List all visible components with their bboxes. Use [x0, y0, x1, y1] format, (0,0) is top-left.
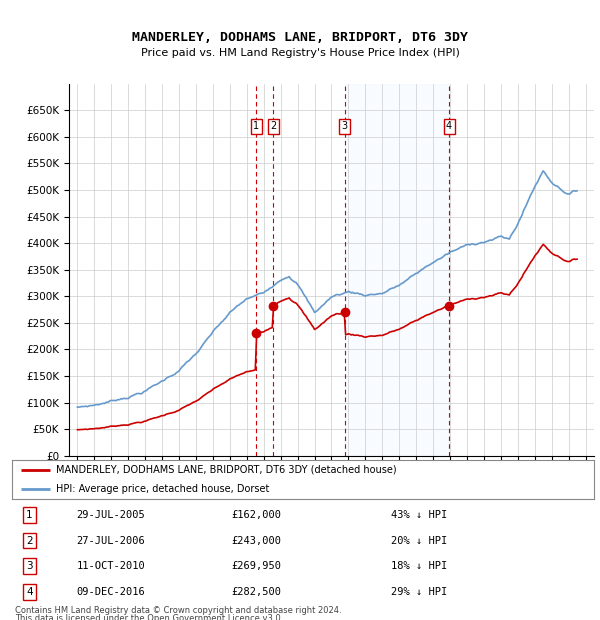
- Text: 4: 4: [446, 122, 452, 131]
- Text: 2: 2: [270, 122, 277, 131]
- Text: 29-JUL-2005: 29-JUL-2005: [77, 510, 145, 520]
- Text: Price paid vs. HM Land Registry's House Price Index (HPI): Price paid vs. HM Land Registry's House …: [140, 48, 460, 58]
- Text: HPI: Average price, detached house, Dorset: HPI: Average price, detached house, Dors…: [56, 484, 269, 494]
- Text: 11-OCT-2010: 11-OCT-2010: [77, 561, 145, 571]
- Text: This data is licensed under the Open Government Licence v3.0.: This data is licensed under the Open Gov…: [15, 614, 283, 620]
- Text: 20% ↓ HPI: 20% ↓ HPI: [391, 536, 448, 546]
- Text: £162,000: £162,000: [232, 510, 281, 520]
- Text: 3: 3: [341, 122, 348, 131]
- Text: MANDERLEY, DODHAMS LANE, BRIDPORT, DT6 3DY (detached house): MANDERLEY, DODHAMS LANE, BRIDPORT, DT6 3…: [56, 465, 396, 475]
- Text: £269,950: £269,950: [232, 561, 281, 571]
- Text: £282,500: £282,500: [232, 587, 281, 596]
- Bar: [345, 84, 449, 456]
- Text: 29% ↓ HPI: 29% ↓ HPI: [391, 587, 448, 596]
- Text: Contains HM Land Registry data © Crown copyright and database right 2024.: Contains HM Land Registry data © Crown c…: [15, 606, 341, 616]
- Text: 3: 3: [26, 561, 33, 571]
- Text: 1: 1: [253, 122, 260, 131]
- Text: 2: 2: [26, 536, 33, 546]
- Text: 43% ↓ HPI: 43% ↓ HPI: [391, 510, 448, 520]
- Text: 09-DEC-2016: 09-DEC-2016: [77, 587, 145, 596]
- Text: 4: 4: [26, 587, 33, 596]
- Text: 27-JUL-2006: 27-JUL-2006: [77, 536, 145, 546]
- Text: 1: 1: [26, 510, 33, 520]
- Text: 18% ↓ HPI: 18% ↓ HPI: [391, 561, 448, 571]
- Text: MANDERLEY, DODHAMS LANE, BRIDPORT, DT6 3DY: MANDERLEY, DODHAMS LANE, BRIDPORT, DT6 3…: [132, 31, 468, 43]
- Text: £243,000: £243,000: [232, 536, 281, 546]
